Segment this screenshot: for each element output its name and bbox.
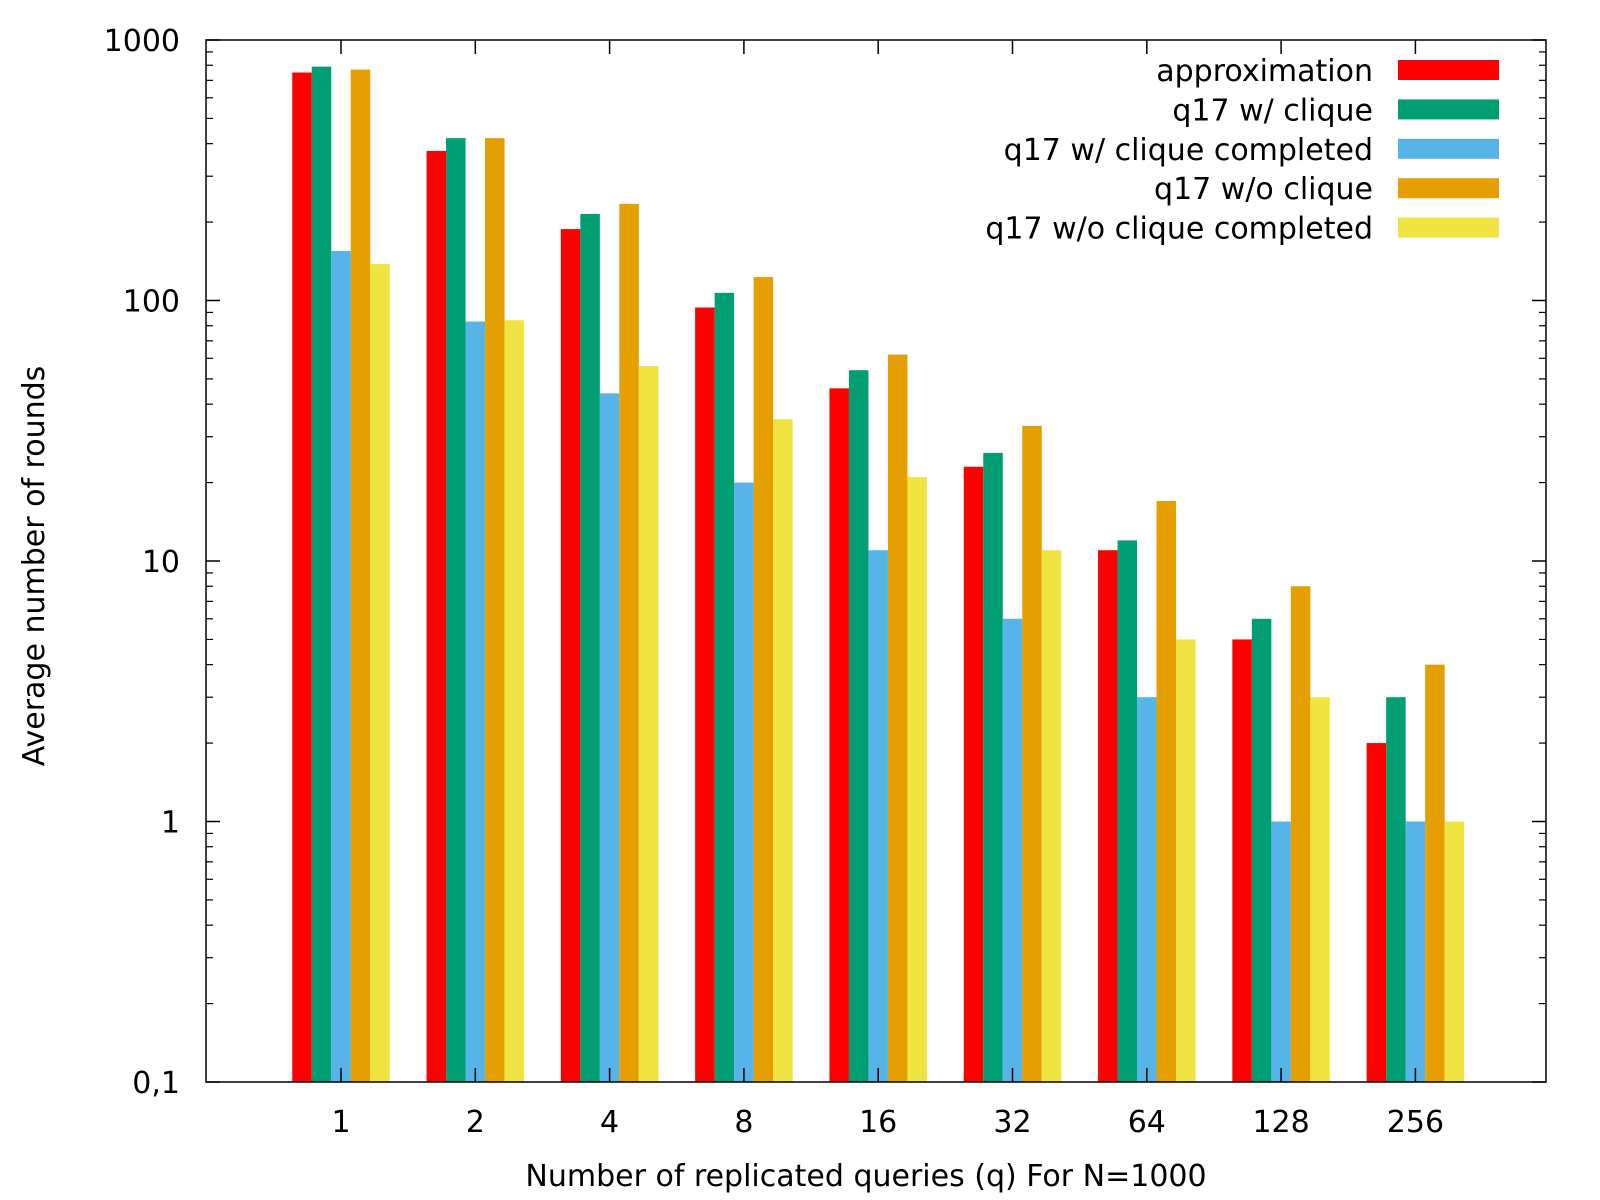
bar-q17-w-o-clique-completed-q64 [1176,639,1196,1082]
y-tick-label: 0,1 [132,1066,180,1101]
bar-q17-w-o-clique-completed-q128 [1310,697,1330,1082]
legend-label: q17 w/o clique completed [985,212,1373,247]
y-tick-label: 1000 [104,24,180,59]
x-tick-label: 16 [859,1105,897,1140]
x-tick-label: 64 [1128,1105,1166,1140]
y-tick-label: 10 [142,545,180,580]
bar-q17-w-o-clique-completed-q4 [638,366,659,1083]
bar-q17-w-clique-q8 [714,292,735,1083]
y-axis-title: Average number of rounds [17,366,52,767]
legend-label: q17 w/o clique [1154,172,1373,207]
bar-q17-w-o-clique-q64 [1156,500,1177,1083]
bar-q17-w-o-clique-q1 [350,69,371,1082]
bar-approximation-q64 [1098,550,1118,1082]
x-tick-label: 1 [331,1105,350,1140]
bar-q17-w-o-clique-q32 [1022,425,1042,1082]
y-tick-label: 100 [123,285,180,320]
bar-q17-w-clique-completed-q4 [599,393,620,1082]
bar-q17-w-clique-q128 [1251,618,1272,1082]
legend-swatch [1398,60,1499,80]
bar-q17-w-clique-q1 [311,66,332,1083]
bar-q17-w-o-clique-q4 [619,203,639,1083]
bar-q17-w-o-clique-completed-q8 [773,419,793,1082]
bar-q17-w-o-clique-q16 [887,354,908,1083]
bar-q17-w-o-clique-completed-q1 [370,264,390,1082]
legend-swatch [1398,99,1499,120]
bar-q17-w-clique-completed-q32 [1002,618,1023,1082]
ticks-group: 0,1 1 10 100 1000 1 2 4 8 16 32 64 128 256 [104,24,1546,1140]
bar-q17-w-clique-q4 [580,213,600,1082]
bar-q17-w-o-clique-completed-q16 [907,477,927,1082]
legend-swatch [1398,138,1499,159]
bar-q17-w-o-clique-completed-q32 [1041,550,1062,1082]
bar-q17-w-clique-q32 [983,452,1003,1082]
bar-q17-w-clique-completed-q1 [331,250,351,1083]
x-tick-label: 8 [734,1105,753,1140]
x-tick-label: 4 [600,1105,619,1140]
x-tick-label: 2 [466,1105,485,1140]
legend-label: q17 w/ clique completed [1004,133,1373,168]
bar-q17-w-o-clique-q2 [485,138,505,1082]
bar-q17-w-o-clique-completed-q2 [504,320,525,1083]
bar-q17-w-o-clique-q128 [1290,586,1311,1082]
x-tick-label: 256 [1387,1105,1444,1140]
bar-q17-w-clique-completed-q256 [1405,821,1426,1082]
bar-approximation-q8 [695,307,715,1082]
bar-q17-w-o-clique-q256 [1425,664,1445,1082]
x-tick-label: 128 [1252,1105,1309,1140]
bar-q17-w-clique-q16 [848,370,869,1083]
bar-q17-w-clique-q256 [1386,697,1406,1082]
bar-approximation-q4 [560,229,581,1082]
bar-approximation-q256 [1366,743,1387,1082]
bar-q17-w-o-clique-completed-q256 [1444,821,1465,1082]
legend-label: q17 w/ clique [1172,93,1373,128]
bar-q17-w-clique-completed-q2 [465,321,486,1083]
bar-q17-w-o-clique-q8 [753,277,774,1083]
legend-swatch [1398,178,1499,199]
bar-q17-w-clique-completed-q16 [868,550,888,1082]
legend-label: approximation [1156,54,1373,89]
x-axis-title: Number of replicated queries (q) For N=1… [525,1159,1206,1194]
bar-q17-w-clique-q64 [1117,540,1138,1082]
bar-q17-w-clique-completed-q8 [734,482,754,1083]
bar-approximation-q1 [292,72,312,1083]
legend: approximation q17 w/ clique q17 w/ clique … [985,54,1499,247]
bar-approximation-q2 [426,150,447,1082]
bar-approximation-q16 [829,388,849,1083]
bar-approximation-q32 [963,466,984,1082]
bar-approximation-q128 [1232,639,1252,1082]
legend-swatch [1398,217,1499,238]
bar-q17-w-clique-q2 [446,138,466,1082]
x-tick-label: 32 [993,1105,1031,1140]
bar-q17-w-clique-completed-q128 [1271,821,1291,1082]
bars-group [292,66,1465,1083]
y-tick-label: 1 [161,806,180,841]
bar-q17-w-clique-completed-q64 [1137,697,1157,1082]
plot-frame [205,39,1547,1083]
